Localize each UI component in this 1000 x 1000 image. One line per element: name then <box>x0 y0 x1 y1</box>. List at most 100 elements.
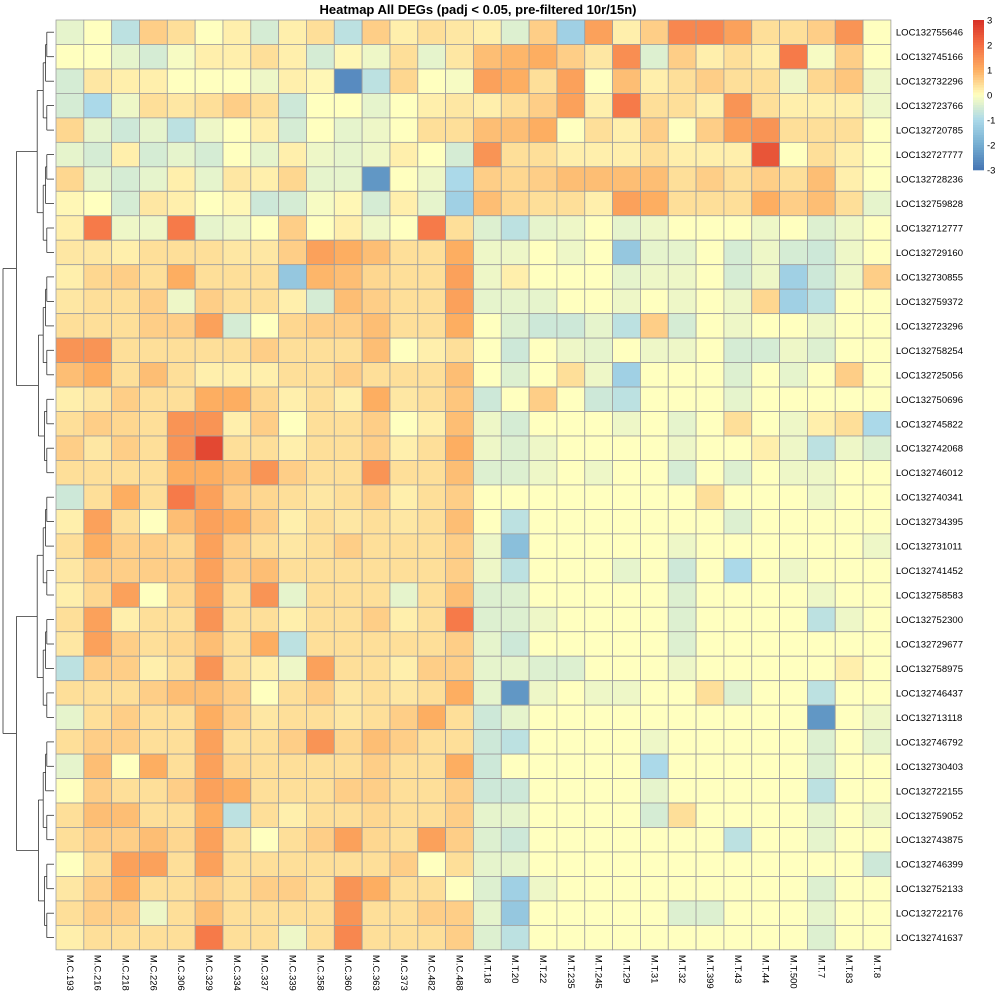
heatmap-cell <box>333 704 363 731</box>
heatmap-cell <box>194 337 224 363</box>
heatmap-cell <box>584 582 614 608</box>
color-legend-swatch <box>973 77 984 81</box>
heatmap-cell <box>807 190 836 217</box>
heatmap-cell <box>667 802 697 828</box>
heatmap-cell <box>194 582 224 608</box>
heatmap-cell <box>862 141 892 168</box>
heatmap-cell <box>139 93 168 119</box>
heatmap-cell <box>445 753 474 779</box>
heatmap-cell <box>417 190 447 217</box>
color-legend-swatch <box>973 135 984 138</box>
heatmap-cell <box>807 460 836 486</box>
heatmap-cell <box>779 460 808 486</box>
heatmap-cell <box>166 68 196 94</box>
heatmap-cell <box>723 68 753 94</box>
heatmap-cell <box>556 337 586 363</box>
color-legend-swatch <box>973 125 984 128</box>
heatmap-cell <box>333 827 363 853</box>
heatmap-cell <box>222 288 252 315</box>
heatmap-cell <box>306 166 335 192</box>
heatmap-cell <box>584 313 614 339</box>
heatmap-cell <box>528 778 558 804</box>
heatmap-cell <box>612 239 641 266</box>
heatmap-cell <box>250 680 280 706</box>
heatmap-cell <box>667 655 697 682</box>
heatmap-cell <box>306 411 335 437</box>
heatmap-cell <box>139 557 168 584</box>
heatmap-cell <box>194 68 224 94</box>
heatmap-cell <box>862 215 892 241</box>
heatmap-cell <box>361 582 391 608</box>
heatmap-cell <box>166 924 196 951</box>
heatmap-cell <box>667 435 697 461</box>
heatmap-cell <box>862 337 892 363</box>
heatmap-cell <box>500 117 530 143</box>
heatmap-cell <box>250 264 280 290</box>
color-legend-swatch <box>973 37 984 41</box>
heatmap-cell <box>779 117 808 143</box>
heatmap-cell <box>111 508 140 535</box>
heatmap-cell <box>55 876 85 902</box>
row-label: LOC132741452 <box>896 566 963 577</box>
heatmap-cell <box>166 484 196 510</box>
heatmap-cell <box>445 680 474 706</box>
heatmap-cell <box>556 215 586 241</box>
heatmap-cell <box>640 533 669 559</box>
heatmap-cell <box>528 802 558 828</box>
heatmap-cell <box>695 264 725 290</box>
heatmap-cell <box>807 166 836 192</box>
heatmap-cell <box>389 337 419 363</box>
heatmap-cell <box>528 753 558 779</box>
heatmap-cell <box>751 655 780 682</box>
heatmap-cell <box>139 631 168 657</box>
heatmap-cell <box>473 704 502 731</box>
heatmap-cell <box>445 93 474 119</box>
heatmap-cell <box>250 190 280 217</box>
row-label: LOC132755646 <box>896 28 963 39</box>
heatmap-cell <box>473 729 502 755</box>
heatmap-cell <box>333 288 363 315</box>
heatmap-cell <box>306 582 335 608</box>
heatmap-cell <box>723 704 753 731</box>
heatmap-cell <box>306 386 335 412</box>
heatmap-cell <box>556 68 586 94</box>
heatmap-cell <box>500 508 530 535</box>
heatmap-cell <box>111 93 140 119</box>
heatmap-cell <box>139 606 168 633</box>
heatmap-cell <box>834 851 864 877</box>
color-legend-tick: 2 <box>987 41 992 52</box>
heatmap-cell <box>445 411 474 437</box>
color-legend-swatch <box>973 60 984 63</box>
heatmap-cell <box>55 924 85 951</box>
heatmap-cell <box>723 411 753 437</box>
heatmap-cell <box>528 313 558 339</box>
heatmap-cell <box>640 362 669 388</box>
heatmap-cell <box>556 876 586 902</box>
heatmap-cell <box>111 876 140 902</box>
heatmap-cell <box>83 117 113 143</box>
heatmap-cell <box>556 557 586 584</box>
heatmap-cell <box>55 68 85 94</box>
heatmap-cell <box>166 141 196 168</box>
heatmap-cell <box>473 313 502 339</box>
heatmap-cell <box>417 435 447 461</box>
heatmap-cell <box>834 680 864 706</box>
heatmap-cell <box>111 900 140 926</box>
heatmap-cell <box>55 729 85 755</box>
color-legend-swatch <box>973 85 984 88</box>
heatmap-cell <box>111 460 140 486</box>
heatmap-cell <box>417 288 447 315</box>
heatmap-cell <box>807 288 836 315</box>
heatmap-cell <box>417 680 447 706</box>
heatmap-cell <box>306 729 335 755</box>
heatmap-cell <box>640 239 669 266</box>
heatmap-cell <box>584 460 614 486</box>
heatmap-cell <box>500 435 530 461</box>
heatmap-cell <box>528 362 558 388</box>
heatmap-cell <box>250 117 280 143</box>
heatmap-cell <box>640 117 669 143</box>
heatmap-cell <box>333 239 363 266</box>
color-legend-swatch <box>973 70 984 73</box>
heatmap-cell <box>862 239 892 266</box>
heatmap-cell <box>139 900 168 926</box>
